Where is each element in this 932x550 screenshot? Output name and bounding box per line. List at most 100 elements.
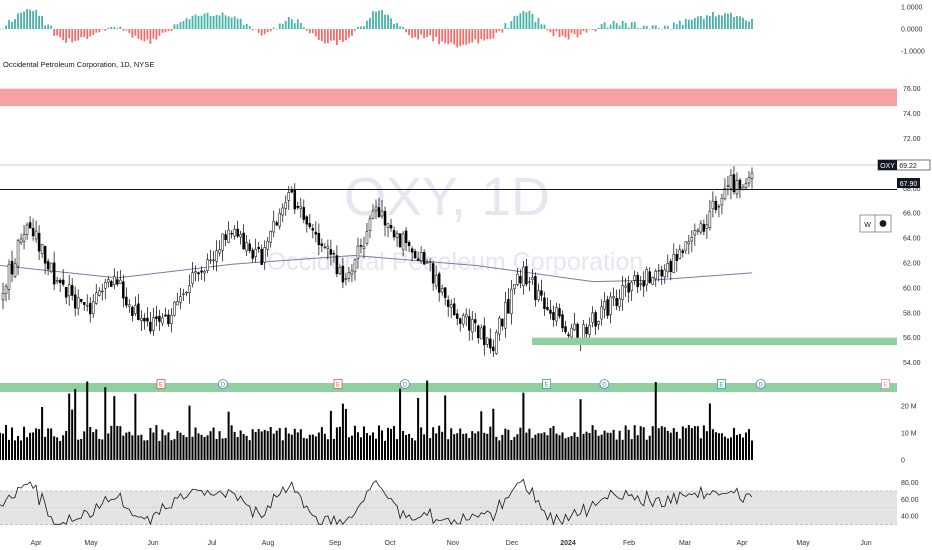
volume-bar: [459, 428, 462, 460]
oscillator-bar: [411, 29, 413, 38]
volume-bar: [278, 428, 281, 460]
candle-body: [19, 238, 23, 244]
candle-body: [690, 237, 694, 242]
candle-body: [281, 207, 285, 216]
oscillator-bar: [579, 29, 582, 35]
oscillator-bar: [681, 24, 684, 29]
oscillator-bar: [642, 25, 645, 29]
volume-bar: [125, 432, 128, 460]
candle-body: [230, 232, 233, 235]
rsi-axis-tick: 60.00: [901, 497, 919, 504]
oscillator-bar: [146, 29, 149, 40]
volume-bar: [104, 387, 107, 460]
oscillator-bar: [600, 24, 603, 29]
candle-body: [464, 314, 468, 318]
candle-body: [684, 241, 688, 251]
candle-body: [723, 188, 727, 200]
oscillator-bar: [564, 29, 567, 38]
interval-widget[interactable]: W: [859, 214, 892, 233]
candle-body: [597, 321, 600, 325]
candle-body: [260, 248, 263, 265]
candle-body: [215, 250, 218, 262]
candle-body: [681, 250, 685, 253]
candle-body: [519, 275, 522, 284]
volume-bar: [2, 433, 5, 460]
candle-body: [645, 269, 648, 286]
oscillator-bar: [432, 29, 435, 42]
volume-bar: [588, 433, 591, 460]
volume-bar: [414, 440, 417, 460]
candle-body: [675, 254, 679, 261]
oscillator-bar: [194, 14, 197, 29]
volume-bar: [56, 437, 59, 460]
volume-axis-tick: 20 M: [901, 403, 917, 410]
candle-body: [344, 278, 348, 280]
candle-body: [359, 245, 363, 247]
candle-body: [188, 285, 191, 293]
oscillator-bar: [170, 29, 173, 32]
event-marker-label: D: [403, 383, 408, 389]
candle-body: [660, 269, 664, 277]
volume-bar: [636, 435, 639, 460]
candle-body: [269, 230, 272, 243]
volume-bar: [323, 433, 326, 460]
candle-body: [600, 306, 603, 320]
oscillator-bar: [721, 15, 723, 29]
oscillator-bar: [672, 22, 675, 29]
candles[interactable]: [1, 165, 754, 357]
volume-bar: [510, 439, 513, 460]
oscillator-bar: [14, 19, 16, 29]
oscillator-bar: [80, 29, 83, 38]
oscillator-bar: [399, 26, 401, 29]
oscillator-bar: [534, 22, 537, 29]
oscillator-bar: [260, 29, 263, 36]
oscillator-bar: [510, 21, 513, 29]
oscillator-bar: [191, 15, 194, 29]
candle-body: [248, 243, 251, 251]
candle-body: [504, 301, 507, 329]
widget-box[interactable]: [859, 214, 892, 233]
demand-zone-label: DEMAND: [774, 349, 796, 355]
oscillator-bar: [203, 13, 206, 29]
supply-zone[interactable]: SUPPLY: [0, 79, 897, 107]
candle-body: [64, 286, 68, 298]
price-axis-tick: 76.00: [903, 86, 921, 93]
volume-bar: [528, 428, 531, 460]
candle-body: [323, 246, 327, 249]
candle-body: [194, 271, 197, 274]
volume-bar: [684, 428, 687, 460]
candle-body: [534, 276, 537, 301]
oscillator-bar: [68, 29, 71, 39]
moving-average-path: [0, 254, 753, 283]
candle-body: [558, 308, 561, 317]
volume-bar: [738, 434, 741, 460]
oscillator-bar: [110, 26, 113, 29]
time-axis-tick: Mar: [679, 540, 692, 547]
volume-bar: [362, 426, 365, 460]
volume-bar: [188, 405, 191, 460]
volume-bar: [275, 430, 278, 460]
volume-bar: [206, 435, 209, 460]
volume-bar: [266, 431, 269, 460]
oscillator-bar: [77, 29, 80, 41]
candle-body: [221, 233, 224, 251]
candle-body: [164, 314, 167, 317]
oscillator-bar: [236, 18, 239, 29]
oscillator-bar: [504, 23, 507, 29]
time-axis[interactable]: Apr May Jun Jul Aug Sep Oct Nov Dec 2024 Feb Mar Apr…: [31, 540, 872, 547]
demand-zone[interactable]: DEMAND: [532, 337, 897, 355]
volume-bar: [390, 428, 393, 460]
volume-bar: [672, 428, 675, 460]
oscillator-bar: [531, 13, 534, 29]
candle-body: [380, 210, 384, 217]
oscillator-bar: [654, 25, 657, 29]
oscillator-bar: [363, 26, 365, 29]
volume-bar: [260, 431, 263, 460]
candle-body: [101, 290, 104, 293]
volume-bar: [540, 433, 543, 460]
volume-bar: [245, 435, 248, 460]
candle-body: [266, 240, 269, 250]
oscillator-bar: [98, 29, 101, 33]
